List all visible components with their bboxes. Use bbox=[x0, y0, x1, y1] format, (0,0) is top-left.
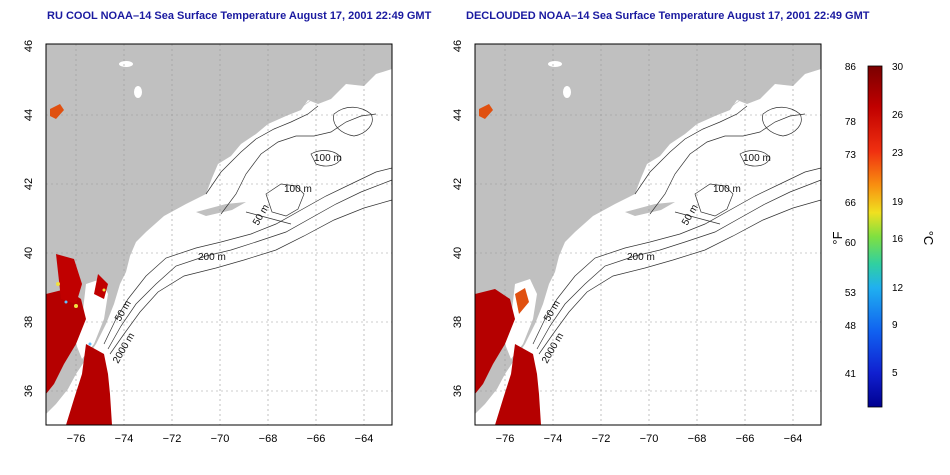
lon-tick-label: −74 bbox=[115, 433, 134, 445]
colorbar-c-tick: 23 bbox=[892, 148, 904, 159]
colorbar-celsius-label: °C bbox=[921, 231, 936, 246]
contour-label-100m-a: 100 m bbox=[314, 153, 342, 164]
lon-axis-left: −76 −74 −72 −70 −68 −66 −64 bbox=[67, 433, 374, 445]
lon-tick-label: −68 bbox=[259, 433, 278, 445]
colorbar-c-tick: 12 bbox=[892, 283, 904, 294]
lon-tick-label: −72 bbox=[592, 433, 611, 445]
colorbar-f-tick: 41 bbox=[845, 369, 857, 380]
contour-label-200m: 200 m bbox=[198, 252, 226, 263]
lon-tick-label: −68 bbox=[688, 433, 707, 445]
map-title-left: RU COOL NOAA–14 Sea Surface Temperature … bbox=[47, 10, 432, 22]
lon-tick-label: −70 bbox=[640, 433, 659, 445]
lat-tick-label: 38 bbox=[23, 316, 35, 328]
lon-tick-label: −74 bbox=[544, 433, 563, 445]
lat-tick-label: 46 bbox=[452, 40, 464, 52]
lat-tick-label: 36 bbox=[452, 385, 464, 397]
colorbar-f-tick: 86 bbox=[845, 62, 857, 73]
colorbar-f-tick: 60 bbox=[845, 238, 857, 249]
map-frame-right bbox=[474, 43, 822, 426]
contour-label-200m: 200 m bbox=[627, 252, 655, 263]
contour-label-100m-b: 100 m bbox=[713, 184, 741, 195]
colorbar-f-tick: 66 bbox=[845, 198, 857, 209]
lon-tick-label: −76 bbox=[67, 433, 86, 445]
colorbar-c-tick: 19 bbox=[892, 197, 904, 208]
lat-tick-label: 44 bbox=[23, 109, 35, 121]
colorbar-f-tick: 78 bbox=[845, 117, 857, 128]
lon-tick-label: −64 bbox=[784, 433, 803, 445]
colorbar-gradient bbox=[867, 65, 883, 408]
lat-tick-label: 42 bbox=[452, 178, 464, 190]
contour-label-100m-a: 100 m bbox=[743, 153, 771, 164]
colorbar-f-tick: 73 bbox=[845, 150, 857, 161]
lat-axis-right: 36 38 40 42 44 46 bbox=[452, 40, 464, 397]
lat-tick-label: 46 bbox=[23, 40, 35, 52]
contour-label-100m-b: 100 m bbox=[284, 184, 312, 195]
lat-tick-label: 42 bbox=[23, 178, 35, 190]
map-frame-left bbox=[45, 43, 393, 426]
lon-tick-label: −64 bbox=[355, 433, 374, 445]
colorbar-f-tick: 48 bbox=[845, 321, 857, 332]
lon-tick-label: −66 bbox=[307, 433, 326, 445]
colorbar-c-tick: 30 bbox=[892, 62, 904, 73]
lon-axis-right: −76 −74 −72 −70 −68 −66 −64 bbox=[496, 433, 803, 445]
colorbar-f-tick: 53 bbox=[845, 288, 857, 299]
lat-axis-left: 36 38 40 42 44 46 bbox=[23, 40, 35, 397]
lon-tick-label: −72 bbox=[163, 433, 182, 445]
colorbar: 86 78 73 66 60 53 48 41 30 26 23 19 16 1… bbox=[830, 62, 936, 408]
colorbar-fahrenheit-label: °F bbox=[830, 231, 845, 244]
lat-tick-label: 44 bbox=[452, 109, 464, 121]
colorbar-c-tick: 9 bbox=[892, 320, 898, 331]
colorbar-c-tick: 16 bbox=[892, 234, 904, 245]
map-panel-right: 100 m 100 m 50 m 200 m 50 m 2000 m bbox=[474, 43, 822, 426]
colorbar-c-tick: 5 bbox=[892, 368, 898, 379]
lon-tick-label: −76 bbox=[496, 433, 515, 445]
map-panel-left: 100 m 100 m 50 m 200 m 50 m 2000 m bbox=[45, 43, 393, 426]
map-title-right: DECLOUDED NOAA–14 Sea Surface Temperatur… bbox=[466, 10, 870, 22]
lon-tick-label: −66 bbox=[736, 433, 755, 445]
lon-tick-label: −70 bbox=[211, 433, 230, 445]
colorbar-c-tick: 26 bbox=[892, 110, 904, 121]
lat-tick-label: 40 bbox=[23, 247, 35, 259]
lat-tick-label: 36 bbox=[23, 385, 35, 397]
lat-tick-label: 38 bbox=[452, 316, 464, 328]
lat-tick-label: 40 bbox=[452, 247, 464, 259]
